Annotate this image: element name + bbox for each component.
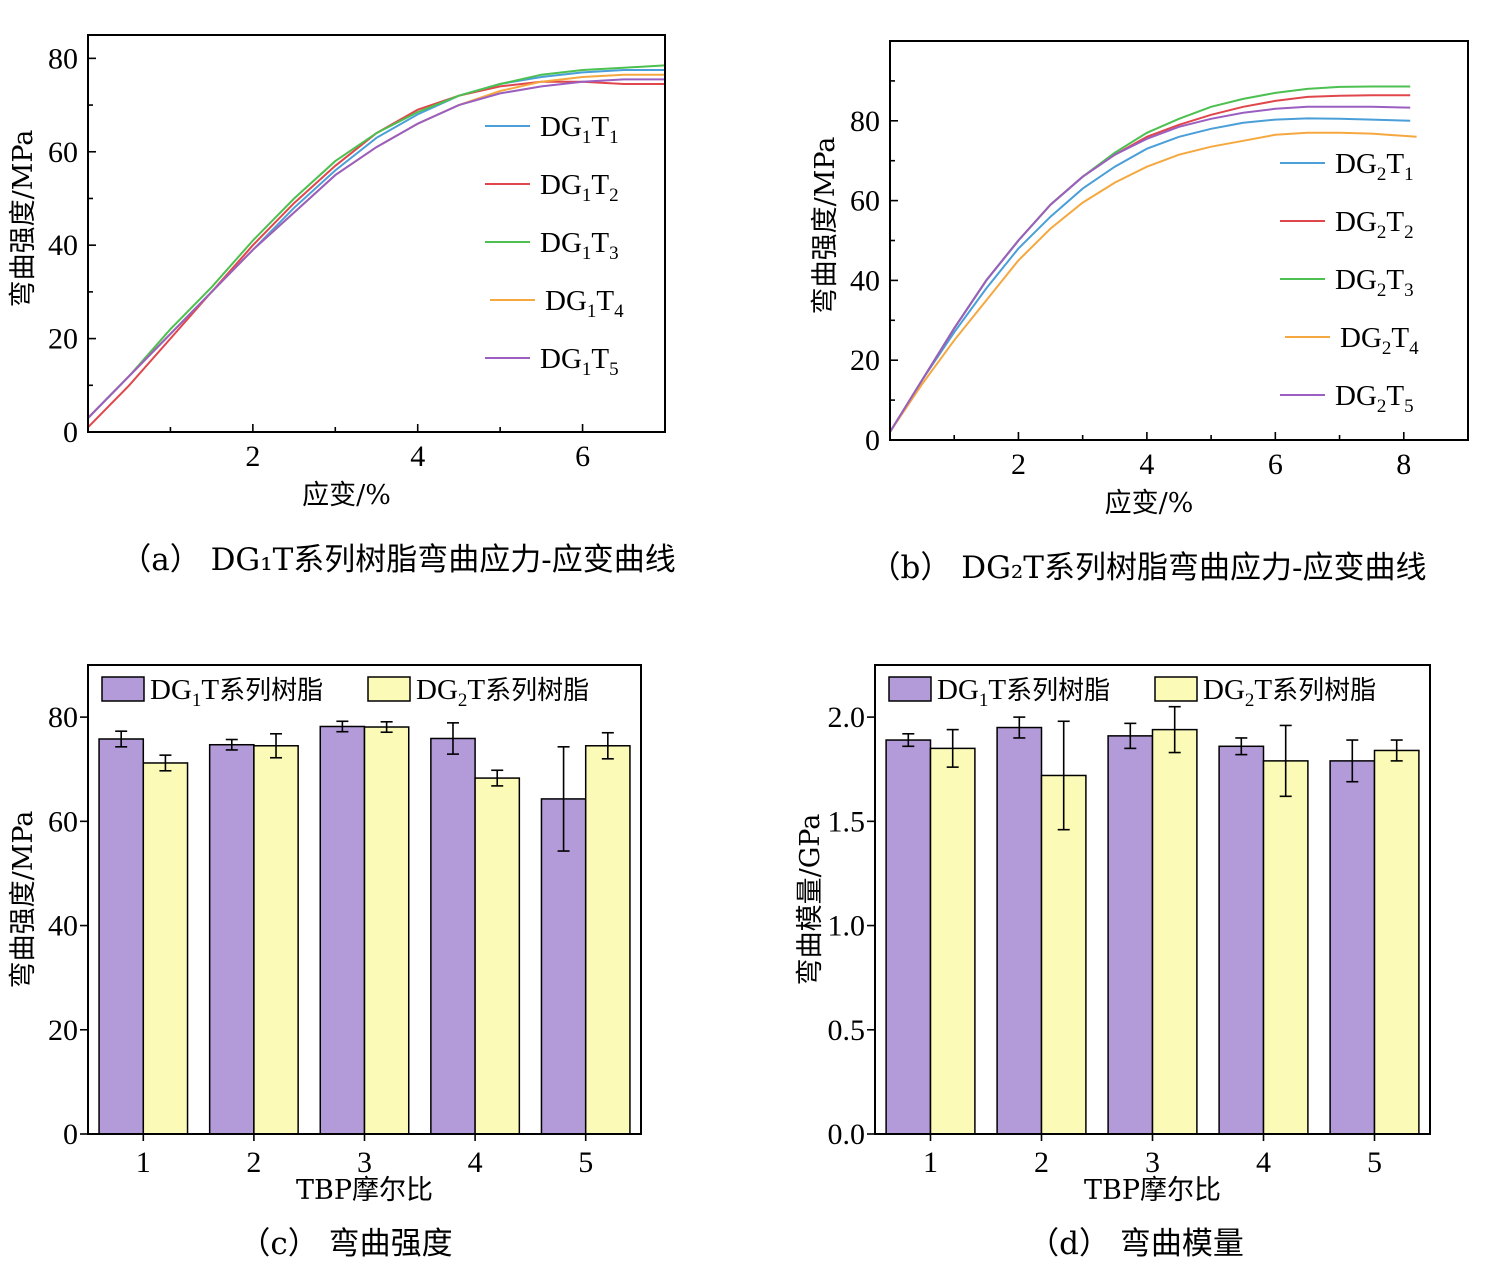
bar-c-s2-c3 xyxy=(363,726,410,1135)
plot-frame xyxy=(87,664,642,1135)
x-tick-label: 2 xyxy=(1011,448,1026,481)
series-line-DG2T2 xyxy=(889,94,1411,433)
legend-label-DG1T5: DG1T5 xyxy=(540,343,619,380)
y-tick-label: 40 xyxy=(48,910,78,943)
bar-d-s1-c2 xyxy=(996,726,1043,1135)
series-line-DG1T3 xyxy=(87,64,666,419)
x-tick-label: 4 xyxy=(468,1146,483,1179)
plot-frame xyxy=(874,664,1431,1135)
y-tick-label: 20 xyxy=(850,344,880,377)
bar-c-s2-c4 xyxy=(474,777,521,1135)
legend-swatch-1 xyxy=(367,676,411,702)
x-axis-title: TBP摩尔比 xyxy=(1084,1175,1221,1206)
x-axis-title: 应变/% xyxy=(302,480,391,511)
x-tick-label: 4 xyxy=(1256,1146,1271,1179)
y-tick-label: 60 xyxy=(850,185,880,218)
x-tick-label: 2 xyxy=(1034,1146,1049,1179)
y-tick-label: 40 xyxy=(48,229,78,262)
y-tick-label: 0 xyxy=(865,424,880,457)
plot-frame xyxy=(87,34,666,433)
x-axis-title: 应变/% xyxy=(1105,488,1194,519)
bar-c-s1-c3 xyxy=(319,725,366,1135)
bar-c-s1-c1 xyxy=(98,738,145,1135)
y-tick-label: 80 xyxy=(48,701,78,734)
legend-label-DG2T1: DG2T1 xyxy=(1335,148,1414,185)
y-tick-label: 0 xyxy=(63,416,78,449)
y-tick-label: 0.0 xyxy=(828,1118,866,1151)
series-line-DG2T1 xyxy=(889,117,1411,433)
chart-panel-c: 1 2 3 4 5 0 20 40 60 80 TBP摩尔比 弯曲强度/MPa DG1T系列树脂 DG2T… xyxy=(8,664,642,1262)
y-tick-label: 80 xyxy=(48,42,78,75)
legend-swatch-0 xyxy=(888,676,932,702)
legend-label-DG1T2: DG1T2 xyxy=(540,169,619,206)
x-tick-label: 5 xyxy=(578,1146,593,1179)
series-line-DG1T5 xyxy=(87,78,665,419)
bar-c-s2-c2 xyxy=(253,745,299,1135)
x-axis-title: TBP摩尔比 xyxy=(296,1175,433,1206)
panel-caption-a: （a） DG₁T系列树脂弯曲应力-应变曲线 xyxy=(120,542,676,578)
x-tick-label: 2 xyxy=(246,1146,261,1179)
x-tick-label: 2 xyxy=(245,440,260,473)
y-tick-label: 60 xyxy=(48,136,78,169)
bar-d-s1-c1 xyxy=(885,739,932,1135)
x-tick-label: 6 xyxy=(575,440,590,473)
x-tick-label: 8 xyxy=(1396,448,1411,481)
bar-d-s2-c4 xyxy=(1262,760,1309,1135)
series-line-DG2T5 xyxy=(889,105,1411,433)
x-tick-label: 4 xyxy=(410,440,425,473)
bar-d-s1-c3 xyxy=(1107,735,1154,1135)
bar-d-s1-c4 xyxy=(1218,745,1265,1135)
y-tick-label: 2.0 xyxy=(828,701,866,734)
bar-d-s2-c5 xyxy=(1373,749,1420,1135)
y-tick-label: 80 xyxy=(850,105,880,138)
x-tick-label: 3 xyxy=(1145,1146,1160,1179)
legend-label-1: DG2T系列树脂 xyxy=(1203,674,1376,711)
bar-c-s1-c2 xyxy=(208,743,255,1135)
y-tick-label: 0.5 xyxy=(828,1014,866,1047)
x-tick-label: 3 xyxy=(357,1146,372,1179)
y-tick-label: 20 xyxy=(48,323,78,356)
bar-d-s2-c1 xyxy=(929,747,976,1135)
chart-panel-d: 1 2 3 4 5 0.0 0.5 1.0 1.5 2.0 TBP摩尔比 弯曲模量/GPa DG1T系列… xyxy=(795,664,1431,1262)
legend-label-DG2T3: DG2T3 xyxy=(1335,264,1414,301)
panel-caption-d: （d） 弯曲模量 xyxy=(1028,1226,1244,1262)
y-axis-title: 弯曲模量/GPa xyxy=(795,814,826,986)
legend-label-DG1T3: DG1T3 xyxy=(540,227,619,264)
legend-label-0: DG1T系列树脂 xyxy=(937,674,1110,711)
x-tick-label: 4 xyxy=(1139,448,1154,481)
y-tick-label: 40 xyxy=(850,264,880,297)
bar-d-s1-c5 xyxy=(1329,760,1376,1135)
panel-caption-c: （c） 弯曲强度 xyxy=(239,1226,452,1262)
bar-c-s1-c4 xyxy=(430,737,476,1135)
bar-c-s2-c1 xyxy=(142,762,189,1135)
bar-c-s2-c5 xyxy=(584,745,631,1135)
x-tick-label: 1 xyxy=(136,1146,151,1179)
legend-swatch-1 xyxy=(1154,676,1198,702)
bar-d-s2-c3 xyxy=(1151,728,1198,1135)
legend-label-DG1T4: DG1T4 xyxy=(545,285,624,322)
y-tick-label: 1.5 xyxy=(828,805,866,838)
x-tick-label: 1 xyxy=(923,1146,938,1179)
legend-label-DG1T1: DG1T1 xyxy=(540,111,619,148)
legend-label-1: DG2T系列树脂 xyxy=(416,674,589,711)
legend-label-0: DG1T系列树脂 xyxy=(150,674,323,711)
series-line-DG2T4 xyxy=(889,131,1417,433)
y-tick-label: 0 xyxy=(63,1118,78,1151)
chart-panel-a: 2 4 6020406080应变/%弯曲强度/MPaDG1T1DG1T2DG1T3D… xyxy=(8,34,676,578)
y-axis-title: 弯曲强度/MPa xyxy=(810,137,841,315)
y-tick-label: 20 xyxy=(48,1014,78,1047)
legend-label-DG2T5: DG2T5 xyxy=(1335,380,1414,417)
x-tick-label: 6 xyxy=(1268,448,1283,481)
x-tick-label: 5 xyxy=(1367,1146,1382,1179)
y-axis-title: 弯曲强度/MPa xyxy=(8,130,39,308)
y-axis-title: 弯曲强度/MPa xyxy=(8,811,39,989)
legend-swatch-0 xyxy=(101,676,145,702)
legend-label-DG2T2: DG2T2 xyxy=(1335,206,1414,243)
legend-label-DG2T4: DG2T4 xyxy=(1340,322,1419,359)
panel-caption-b: （b） DG₂T系列树脂弯曲应力-应变曲线 xyxy=(870,550,1427,586)
y-tick-label: 60 xyxy=(48,805,78,838)
y-tick-label: 1.0 xyxy=(828,910,866,943)
